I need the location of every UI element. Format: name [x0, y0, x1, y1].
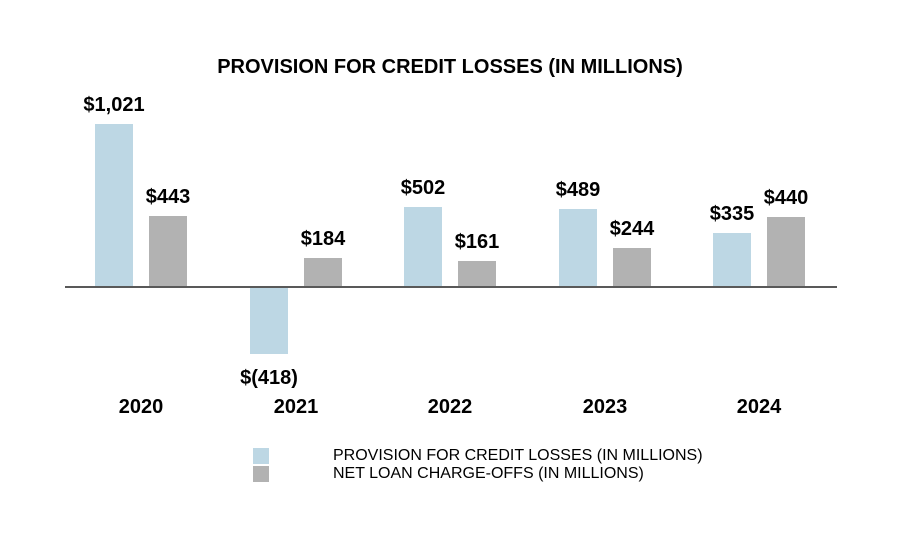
legend-label-chargeoffs: NET LOAN CHARGE-OFFS (IN MILLIONS) — [333, 465, 644, 482]
x-axis-tick-label-2021: 2021 — [273, 396, 319, 418]
legend-swatches — [253, 448, 269, 483]
legend-swatch-provision-icon — [253, 448, 269, 464]
bar-value-label-provision-2020: $1,021 — [83, 94, 145, 116]
bar-value-label-chargeoffs-2021: $184 — [300, 228, 346, 250]
bar-chargeoffs-2023 — [613, 248, 651, 287]
x-axis-tick-label-2020: 2020 — [118, 396, 164, 418]
bar-provision-2020 — [95, 124, 133, 287]
bar-value-label-provision-2024: $335 — [709, 203, 755, 225]
x-axis-tick-label-2022: 2022 — [427, 396, 473, 418]
bar-value-label-chargeoffs-2024: $440 — [763, 187, 809, 209]
legend-label-provision: PROVISION FOR CREDIT LOSSES (IN MILLIONS… — [333, 447, 703, 464]
bar-value-label-chargeoffs-2020: $443 — [145, 186, 191, 208]
bar-value-label-provision-2021: $(418) — [240, 367, 298, 389]
legend-labels: PROVISION FOR CREDIT LOSSES (IN MILLIONS… — [333, 447, 703, 483]
legend: PROVISION FOR CREDIT LOSSES (IN MILLIONS… — [253, 447, 703, 483]
bar-value-label-chargeoffs-2023: $244 — [609, 218, 655, 240]
bar-provision-2022 — [404, 207, 442, 287]
bar-value-label-provision-2023: $489 — [555, 179, 601, 201]
bar-provision-2023 — [559, 209, 597, 287]
x-axis-line — [65, 286, 837, 288]
x-axis-tick-label-2023: 2023 — [582, 396, 628, 418]
bar-chargeoffs-2022 — [458, 261, 496, 287]
bar-provision-2024 — [713, 233, 751, 287]
bar-chargeoffs-2021 — [304, 258, 342, 287]
legend-swatch-chargeoffs-icon — [253, 466, 269, 482]
bar-chargeoffs-2020 — [149, 216, 187, 287]
bar-provision-2021 — [250, 287, 288, 354]
x-axis-tick-label-2024: 2024 — [736, 396, 782, 418]
bar-chargeoffs-2024 — [767, 217, 805, 287]
bar-value-label-chargeoffs-2022: $161 — [454, 231, 500, 253]
chart-title: PROVISION FOR CREDIT LOSSES (IN MILLIONS… — [217, 56, 683, 78]
bar-value-label-provision-2022: $502 — [400, 177, 446, 199]
